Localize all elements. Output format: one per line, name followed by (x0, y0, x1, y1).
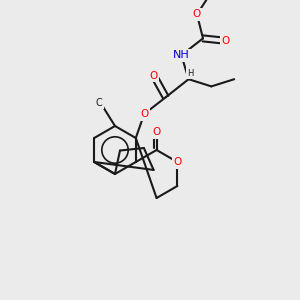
Text: O: O (152, 127, 161, 137)
Text: H: H (188, 69, 194, 78)
Text: O: O (173, 157, 182, 167)
Text: O: O (193, 9, 201, 20)
Text: O: O (140, 109, 148, 119)
Text: O: O (150, 70, 158, 81)
Text: C: C (96, 98, 102, 108)
Text: NH: NH (173, 50, 190, 60)
Text: O: O (222, 36, 230, 46)
